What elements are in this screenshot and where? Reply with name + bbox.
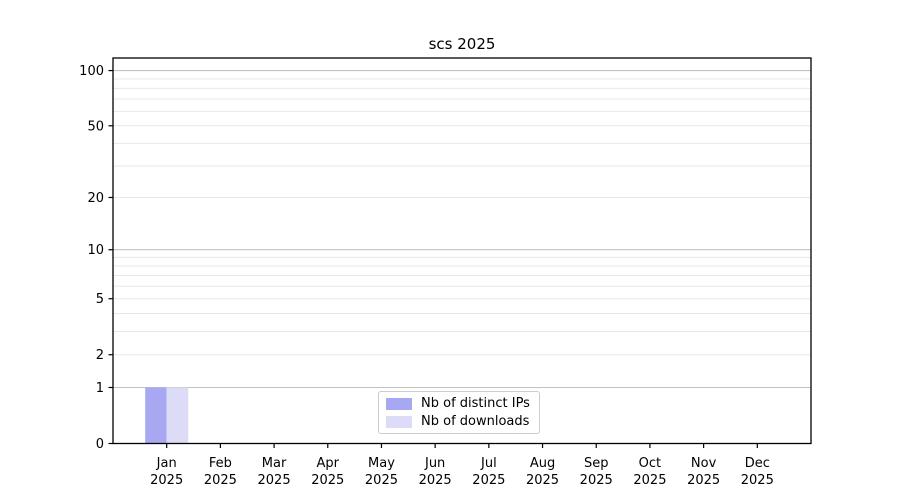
x-tick-label-year: 2025 — [419, 473, 452, 488]
legend-item-distinct-ips: Nb of distinct IPs — [386, 397, 530, 410]
x-tick-label-month: May — [368, 456, 395, 471]
axes-frame — [112, 57, 812, 445]
bar-downloads — [166, 387, 189, 444]
x-tick-label-year: 2025 — [472, 473, 505, 488]
legend: Nb of distinct IPs Nb of downloads — [378, 391, 540, 434]
y-tick-label: 100 — [79, 64, 104, 79]
x-tick-label-month: Feb — [209, 456, 232, 471]
x-tick-label-month: Jul — [480, 456, 497, 471]
x-tick-label-month: Nov — [691, 456, 717, 471]
x-tick-label-month: Mar — [262, 456, 287, 471]
x-tick-label-month: Sep — [584, 456, 609, 471]
x-tick-label-month: Jan — [156, 456, 177, 471]
legend-item-downloads: Nb of downloads — [386, 415, 530, 428]
y-tick-label: 10 — [87, 243, 104, 258]
y-tick-label: 0 — [96, 437, 104, 452]
y-tick-label: 20 — [87, 191, 104, 206]
x-tick-label-year: 2025 — [633, 473, 666, 488]
x-tick-label-year: 2025 — [580, 473, 613, 488]
legend-label-downloads: Nb of downloads — [421, 414, 530, 429]
x-tick-label-month: Jun — [424, 456, 445, 471]
legend-label-distinct-ips: Nb of distinct IPs — [421, 396, 530, 411]
y-tick-label: 5 — [96, 292, 104, 307]
x-tick-label-month: Oct — [639, 456, 661, 471]
x-tick-label-year: 2025 — [258, 473, 291, 488]
x-tick-label-month: Apr — [317, 456, 340, 471]
x-tick-label-year: 2025 — [365, 473, 398, 488]
legend-swatch-downloads — [386, 415, 412, 428]
x-tick-label-year: 2025 — [687, 473, 720, 488]
x-tick-label-year: 2025 — [741, 473, 774, 488]
y-tick-label: 2 — [96, 348, 104, 363]
y-tick-label: 50 — [87, 119, 104, 134]
x-tick-label-year: 2025 — [150, 473, 183, 488]
bar-distinct-ips — [145, 387, 167, 444]
x-tick-label-year: 2025 — [526, 473, 559, 488]
x-tick-label-year: 2025 — [204, 473, 237, 488]
x-tick-label-year: 2025 — [311, 473, 344, 488]
legend-swatch-distinct-ips — [386, 397, 412, 410]
x-tick-label-month: Dec — [745, 456, 770, 471]
chart-title: scs 2025 — [428, 35, 496, 53]
y-tick-label: 1 — [96, 381, 104, 396]
x-tick-label-month: Aug — [530, 456, 555, 471]
